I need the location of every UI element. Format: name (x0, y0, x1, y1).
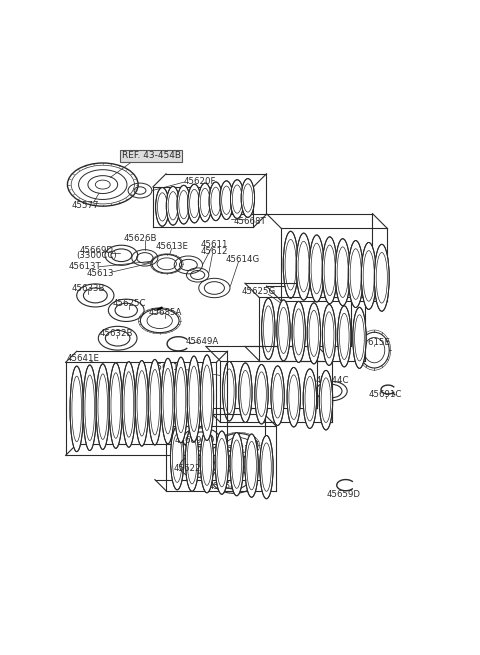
Ellipse shape (166, 187, 180, 225)
Text: 45670B: 45670B (341, 255, 374, 265)
Ellipse shape (156, 187, 169, 226)
Text: 45613T: 45613T (69, 262, 102, 271)
Text: 45613: 45613 (86, 269, 114, 278)
Ellipse shape (260, 436, 273, 498)
Ellipse shape (215, 431, 228, 495)
Text: 45668T: 45668T (233, 217, 266, 225)
Text: 45612: 45612 (201, 248, 228, 256)
Ellipse shape (335, 238, 350, 306)
Ellipse shape (230, 432, 243, 496)
Ellipse shape (287, 367, 300, 427)
Ellipse shape (122, 362, 135, 447)
Text: 45577: 45577 (72, 200, 99, 210)
Ellipse shape (200, 355, 214, 441)
Ellipse shape (161, 358, 175, 444)
Ellipse shape (348, 240, 363, 308)
Ellipse shape (96, 364, 109, 449)
Ellipse shape (209, 182, 222, 221)
Text: 45681G: 45681G (223, 445, 257, 453)
Ellipse shape (353, 307, 366, 368)
Text: 45568A: 45568A (208, 482, 241, 491)
Ellipse shape (188, 184, 201, 223)
Ellipse shape (223, 362, 236, 421)
Ellipse shape (307, 303, 321, 364)
Ellipse shape (277, 300, 290, 361)
Ellipse shape (319, 370, 333, 430)
Ellipse shape (241, 179, 254, 217)
Ellipse shape (200, 430, 214, 493)
Text: 45614G: 45614G (225, 255, 259, 264)
Text: REF. 43-454B: REF. 43-454B (121, 151, 180, 160)
Text: 45626B: 45626B (123, 234, 157, 243)
Text: 45659D: 45659D (327, 490, 361, 499)
Ellipse shape (361, 242, 376, 309)
Text: 45622E: 45622E (174, 464, 207, 473)
Ellipse shape (292, 301, 305, 362)
Ellipse shape (70, 366, 84, 452)
Ellipse shape (309, 235, 324, 302)
Text: 45689A: 45689A (175, 436, 208, 445)
Ellipse shape (374, 244, 389, 311)
Text: 45620F: 45620F (183, 178, 216, 187)
Ellipse shape (109, 363, 122, 448)
Text: 45685A: 45685A (149, 309, 182, 318)
Text: 45611: 45611 (201, 240, 228, 249)
Ellipse shape (322, 237, 337, 304)
Ellipse shape (283, 231, 298, 298)
Text: 45649A: 45649A (186, 337, 219, 346)
Text: 45632B: 45632B (100, 329, 133, 338)
Text: 45621: 45621 (152, 364, 179, 373)
Ellipse shape (245, 434, 258, 497)
Ellipse shape (187, 356, 201, 441)
Ellipse shape (148, 360, 162, 445)
Text: 45625G: 45625G (241, 287, 276, 296)
Text: (3300CC): (3300CC) (76, 251, 117, 260)
Text: 45613E: 45613E (155, 242, 188, 252)
Ellipse shape (239, 363, 252, 422)
Ellipse shape (271, 366, 284, 426)
Ellipse shape (177, 185, 191, 224)
Text: 45641E: 45641E (67, 354, 99, 363)
Text: 45691C: 45691C (369, 390, 402, 398)
Text: 45669D: 45669D (80, 246, 113, 255)
Text: 45625C: 45625C (112, 299, 145, 309)
Ellipse shape (262, 299, 275, 360)
Ellipse shape (337, 306, 351, 367)
Ellipse shape (170, 426, 184, 490)
Ellipse shape (220, 181, 233, 219)
Ellipse shape (174, 357, 188, 443)
Ellipse shape (185, 428, 199, 491)
Ellipse shape (296, 233, 311, 300)
Ellipse shape (255, 364, 268, 424)
Ellipse shape (198, 183, 212, 222)
Text: 45644C: 45644C (316, 377, 349, 386)
Ellipse shape (230, 179, 244, 218)
Ellipse shape (135, 360, 148, 446)
Text: 45615E: 45615E (358, 338, 391, 347)
Text: 45633B: 45633B (71, 284, 105, 293)
Ellipse shape (83, 365, 96, 451)
Ellipse shape (323, 305, 336, 365)
Ellipse shape (303, 369, 316, 428)
